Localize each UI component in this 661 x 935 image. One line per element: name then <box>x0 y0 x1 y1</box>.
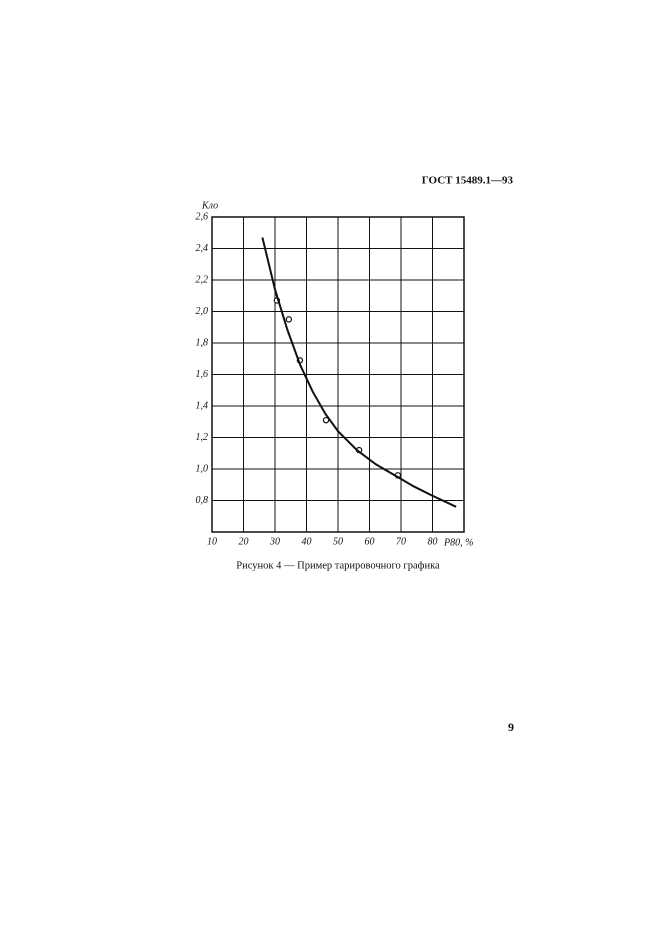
x-tick-label: 30 <box>269 536 280 547</box>
caption: Рисунок 4 — Пример тарировочного графика <box>236 560 440 571</box>
y-tick-label: 2,2 <box>196 274 209 285</box>
y-tick-label: 1,4 <box>196 400 209 411</box>
x-tick-label: 20 <box>239 536 249 547</box>
y-tick-label: 2,0 <box>196 306 209 317</box>
x-axis-label: P80, % <box>443 537 473 548</box>
y-tick-label: 1,8 <box>196 337 209 348</box>
header-title: ГОСТ 15489.1—93 <box>422 175 514 187</box>
x-tick-label: 10 <box>207 536 217 547</box>
x-tick-label: 60 <box>365 536 375 547</box>
x-tick-label: 70 <box>396 536 406 547</box>
y-tick-label: 2,4 <box>196 243 209 254</box>
y-tick-label: 0,8 <box>196 495 209 506</box>
data-point <box>322 416 330 424</box>
x-tick-label: 80 <box>428 536 438 547</box>
y-tick-label: 2,6 <box>196 211 209 222</box>
data-point <box>285 316 293 323</box>
y-tick-label: 1,2 <box>196 432 209 443</box>
y-tick-label: 1,6 <box>196 369 209 380</box>
x-tick-label: 40 <box>302 536 312 547</box>
page-number: 9 <box>508 720 514 734</box>
y-tick-label: 1,0 <box>196 463 209 474</box>
y-axis-label: Кло <box>201 200 218 211</box>
curve <box>261 237 457 508</box>
x-tick-label: 50 <box>333 536 343 547</box>
